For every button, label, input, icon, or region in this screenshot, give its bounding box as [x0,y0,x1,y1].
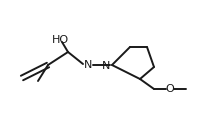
Text: O: O [166,84,174,94]
Text: N: N [84,60,92,70]
Text: N: N [102,61,110,71]
Text: HO: HO [51,35,69,45]
